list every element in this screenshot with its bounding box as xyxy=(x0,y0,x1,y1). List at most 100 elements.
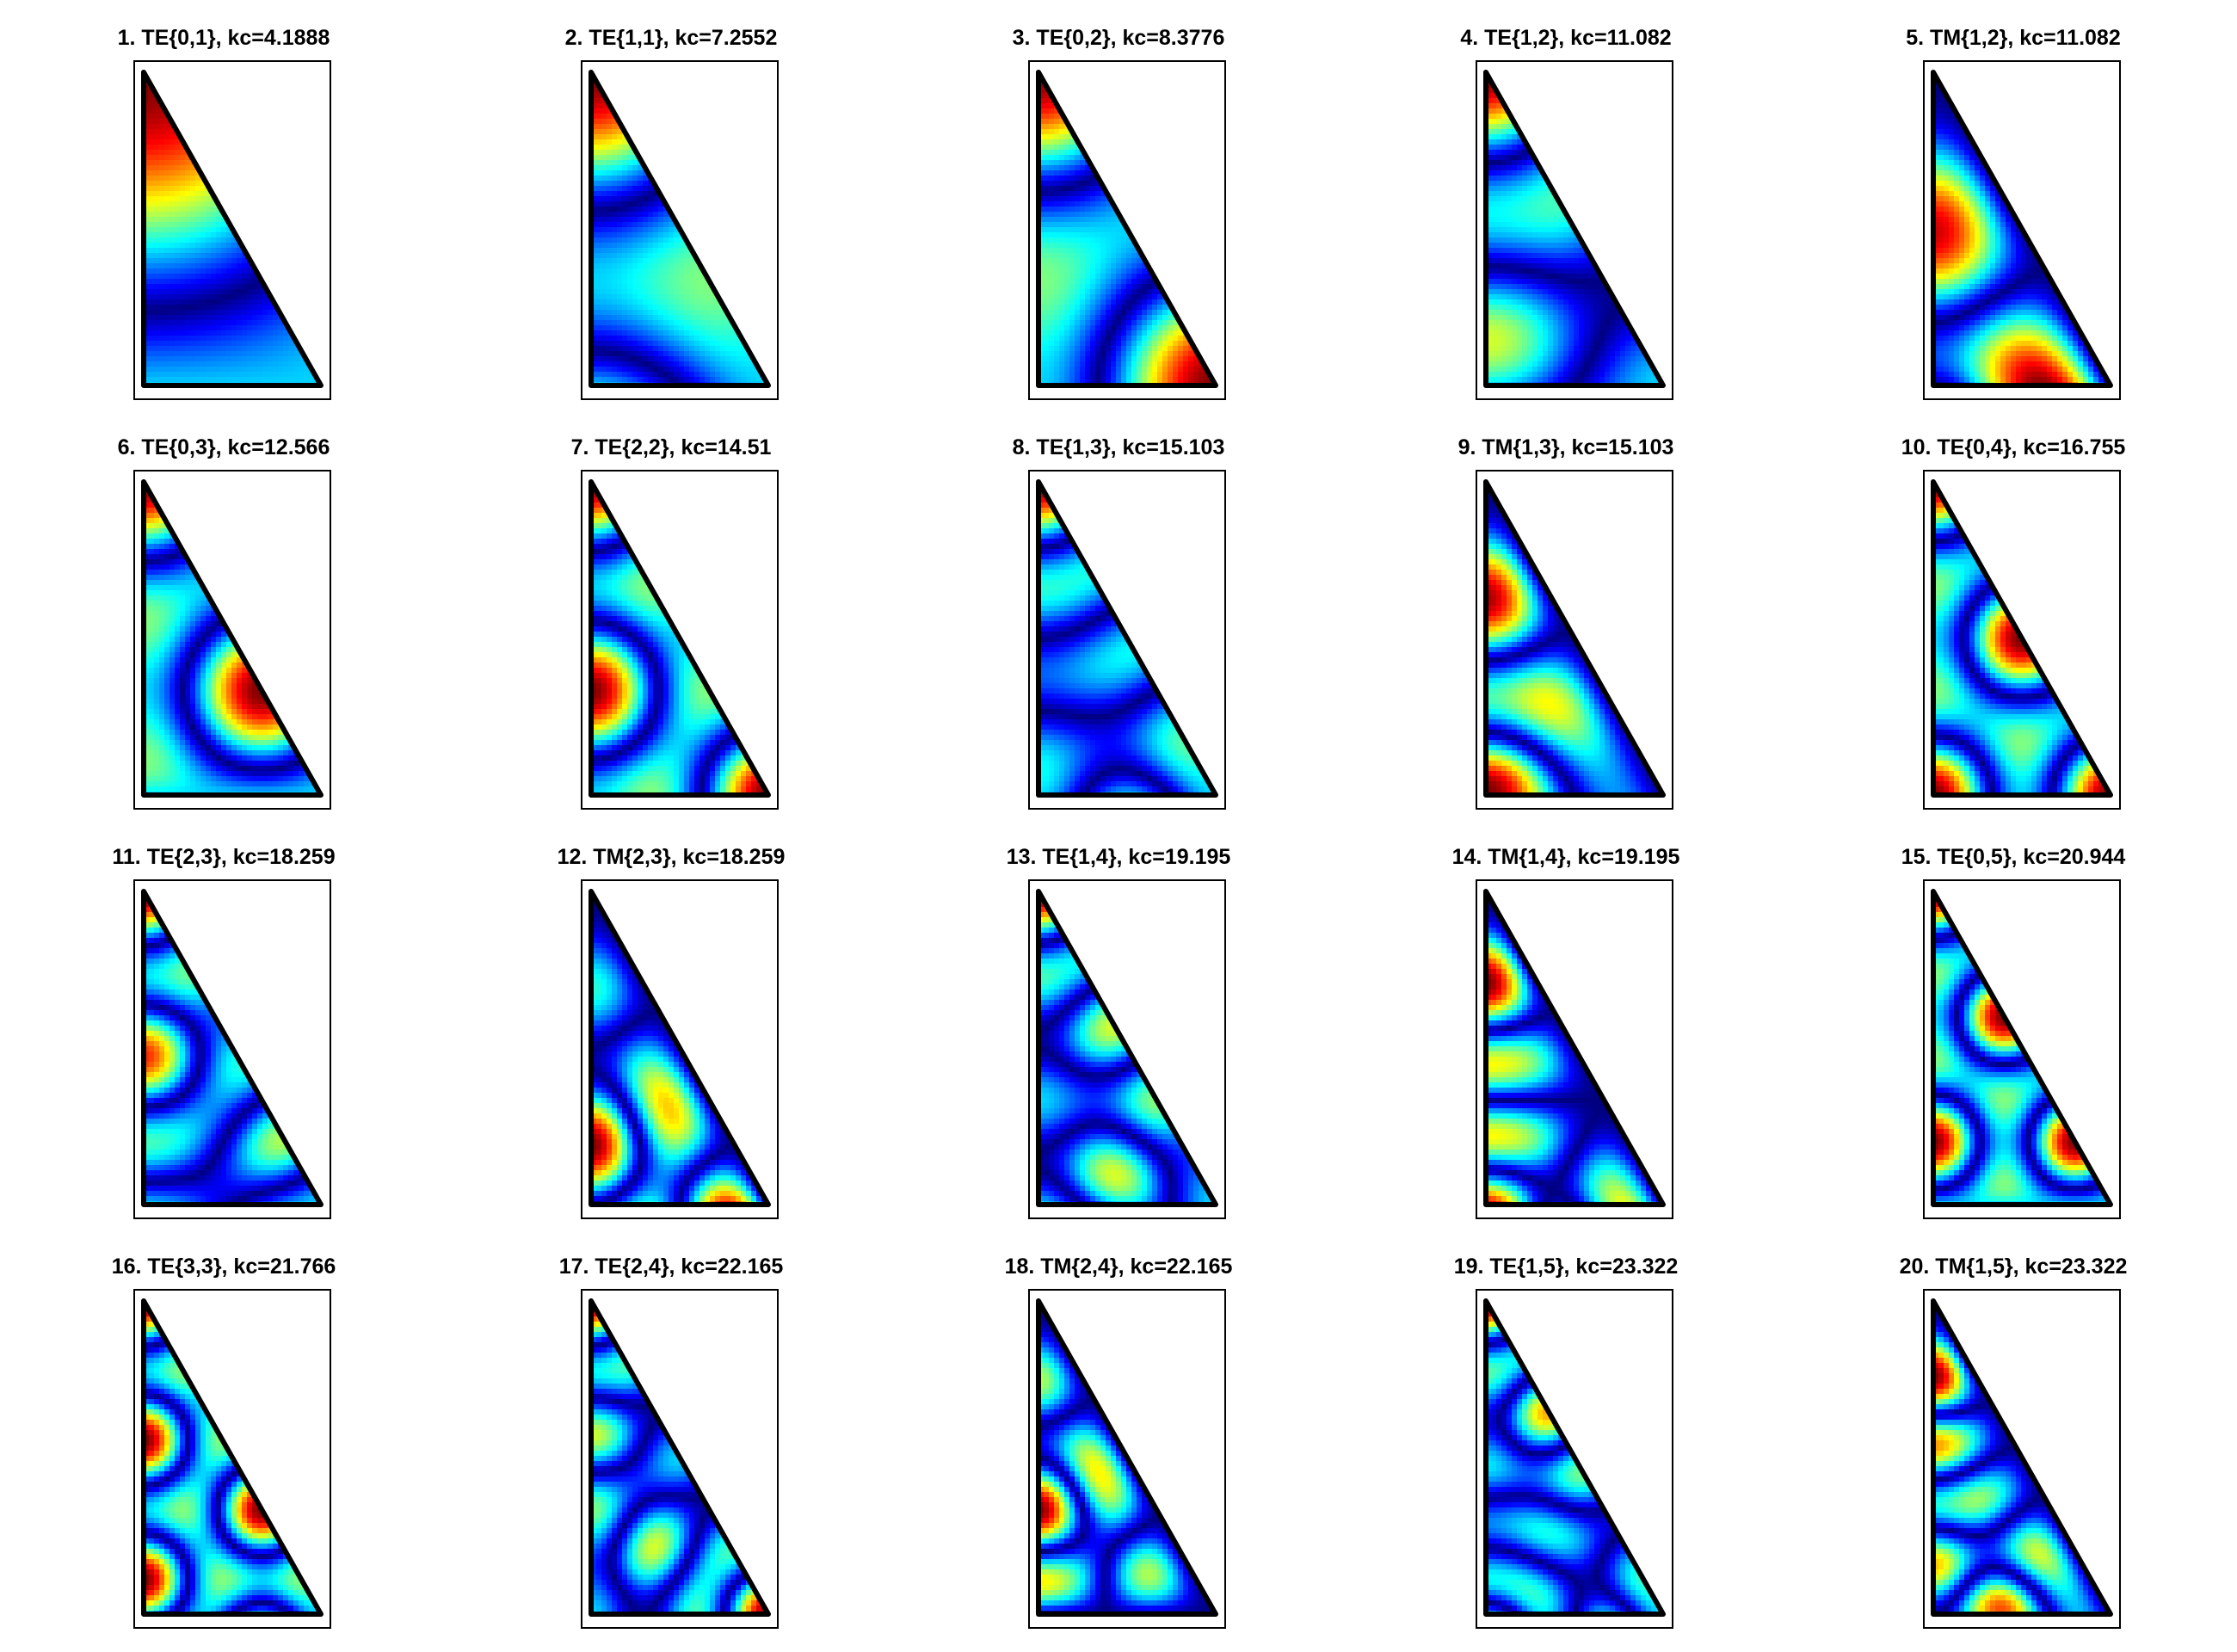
panel-title: 13. TE{1,4}, kc=19.195 xyxy=(895,845,1342,870)
field-plot xyxy=(1931,70,2113,388)
axes-frame xyxy=(581,1289,779,1629)
waveguide-boundary xyxy=(589,1298,771,1617)
waveguide-boundary xyxy=(1931,1298,2113,1617)
field-plot xyxy=(589,1298,771,1617)
waveguide-boundary xyxy=(589,479,771,798)
axes-frame xyxy=(1028,470,1226,810)
mode-panel: 14. TM{1,4}, kc=19.195 xyxy=(1342,819,1790,1232)
axes-frame xyxy=(1923,1289,2121,1629)
mode-panel: 17. TE{2,4}, kc=22.165 xyxy=(447,1229,895,1642)
mode-panel: 5. TM{1,2}, kc=11.082 xyxy=(1790,0,2237,413)
waveguide-boundary xyxy=(1036,889,1218,1207)
panel-title: 6. TE{0,3}, kc=12.566 xyxy=(0,435,447,460)
mode-panel: 2. TE{1,1}, kc=7.2552 xyxy=(447,0,895,413)
waveguide-boundary xyxy=(1483,70,1666,388)
field-plot xyxy=(141,479,324,798)
panel-title: 10. TE{0,4}, kc=16.755 xyxy=(1790,435,2237,460)
panel-title: 2. TE{1,1}, kc=7.2552 xyxy=(447,26,895,51)
axes-frame xyxy=(581,470,779,810)
waveguide-boundary xyxy=(1931,889,2113,1207)
mode-panel: 15. TE{0,5}, kc=20.944 xyxy=(1790,819,2237,1232)
axes-frame xyxy=(1923,879,2121,1219)
mode-panel: 6. TE{0,3}, kc=12.566 xyxy=(0,410,447,823)
panel-title: 17. TE{2,4}, kc=22.165 xyxy=(447,1254,895,1279)
axes-frame xyxy=(1028,1289,1226,1629)
waveguide-boundary xyxy=(1036,479,1218,798)
waveguide-boundary xyxy=(1483,479,1666,798)
waveguide-boundary xyxy=(1931,70,2113,388)
axes-frame xyxy=(1476,879,1673,1219)
waveguide-boundary xyxy=(141,479,324,798)
axes-frame xyxy=(133,879,331,1219)
panel-title: 14. TM{1,4}, kc=19.195 xyxy=(1342,845,1790,870)
mode-panel: 7. TE{2,2}, kc=14.51 xyxy=(447,410,895,823)
field-plot xyxy=(1036,479,1218,798)
mode-panel: 11. TE{2,3}, kc=18.259 xyxy=(0,819,447,1232)
mode-panel: 13. TE{1,4}, kc=19.195 xyxy=(895,819,1342,1232)
axes-frame xyxy=(133,470,331,810)
waveguide-boundary xyxy=(1483,1298,1666,1617)
field-plot xyxy=(141,1298,324,1617)
panel-title: 5. TM{1,2}, kc=11.082 xyxy=(1790,26,2237,51)
field-plot xyxy=(1483,889,1666,1207)
panel-title: 12. TM{2,3}, kc=18.259 xyxy=(447,845,895,870)
panel-title: 16. TE{3,3}, kc=21.766 xyxy=(0,1254,447,1279)
field-plot xyxy=(141,889,324,1207)
panel-title: 19. TE{1,5}, kc=23.322 xyxy=(1342,1254,1790,1279)
waveguide-boundary xyxy=(141,70,324,388)
field-plot xyxy=(1483,1298,1666,1617)
field-plot xyxy=(1036,889,1218,1207)
field-plot xyxy=(589,479,771,798)
axes-frame xyxy=(1923,470,2121,810)
mode-panel: 10. TE{0,4}, kc=16.755 xyxy=(1790,410,2237,823)
field-plot xyxy=(1483,70,1666,388)
waveguide-boundary xyxy=(1483,889,1666,1207)
waveguide-boundary xyxy=(1036,70,1218,388)
waveguide-boundary xyxy=(141,889,324,1207)
waveguide-boundary xyxy=(1036,1298,1218,1617)
axes-frame xyxy=(581,879,779,1219)
axes-frame xyxy=(581,60,779,400)
field-plot xyxy=(589,889,771,1207)
panel-title: 3. TE{0,2}, kc=8.3776 xyxy=(895,26,1342,51)
field-plot xyxy=(1931,479,2113,798)
mode-panel: 9. TM{1,3}, kc=15.103 xyxy=(1342,410,1790,823)
panel-title: 18. TM{2,4}, kc=22.165 xyxy=(895,1254,1342,1279)
axes-frame xyxy=(1028,60,1226,400)
mode-panel: 12. TM{2,3}, kc=18.259 xyxy=(447,819,895,1232)
field-plot xyxy=(1036,1298,1218,1617)
mode-panel: 20. TM{1,5}, kc=23.322 xyxy=(1790,1229,2237,1642)
panel-title: 11. TE{2,3}, kc=18.259 xyxy=(0,845,447,870)
panel-title: 20. TM{1,5}, kc=23.322 xyxy=(1790,1254,2237,1279)
panel-title: 1. TE{0,1}, kc=4.1888 xyxy=(0,26,447,51)
axes-frame xyxy=(1476,1289,1673,1629)
axes-frame xyxy=(133,60,331,400)
axes-frame xyxy=(1476,60,1673,400)
waveguide-boundary xyxy=(1931,479,2113,798)
waveguide-boundary xyxy=(589,889,771,1207)
field-plot xyxy=(1931,889,2113,1207)
waveguide-boundary xyxy=(589,70,771,388)
field-plot xyxy=(1036,70,1218,388)
panel-title: 7. TE{2,2}, kc=14.51 xyxy=(447,435,895,460)
axes-frame xyxy=(1923,60,2121,400)
mode-panel: 1. TE{0,1}, kc=4.1888 xyxy=(0,0,447,413)
axes-frame xyxy=(1028,879,1226,1219)
panel-title: 9. TM{1,3}, kc=15.103 xyxy=(1342,435,1790,460)
mode-panel: 4. TE{1,2}, kc=11.082 xyxy=(1342,0,1790,413)
field-plot xyxy=(589,70,771,388)
field-plot xyxy=(141,70,324,388)
mode-panel: 19. TE{1,5}, kc=23.322 xyxy=(1342,1229,1790,1642)
axes-frame xyxy=(133,1289,331,1629)
waveguide-boundary xyxy=(141,1298,324,1617)
panel-title: 8. TE{1,3}, kc=15.103 xyxy=(895,435,1342,460)
panel-title: 4. TE{1,2}, kc=11.082 xyxy=(1342,26,1790,51)
field-plot xyxy=(1483,479,1666,798)
mode-panel: 3. TE{0,2}, kc=8.3776 xyxy=(895,0,1342,413)
mode-panel: 16. TE{3,3}, kc=21.766 xyxy=(0,1229,447,1642)
axes-frame xyxy=(1476,470,1673,810)
mode-panel: 18. TM{2,4}, kc=22.165 xyxy=(895,1229,1342,1642)
field-plot xyxy=(1931,1298,2113,1617)
mode-panel: 8. TE{1,3}, kc=15.103 xyxy=(895,410,1342,823)
